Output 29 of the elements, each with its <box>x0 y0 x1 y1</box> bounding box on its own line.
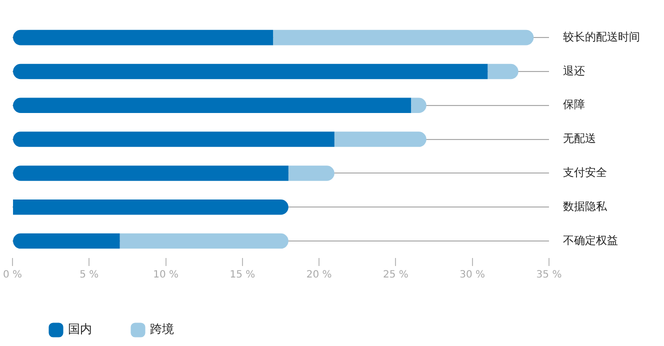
y-tick-label: 退还 <box>563 64 585 78</box>
bar <box>334 132 426 147</box>
bar <box>13 64 488 80</box>
y-tick-label: 支付安全 <box>563 166 607 180</box>
y-tick-label: 无配送 <box>563 132 596 146</box>
x-tick-label: 5 % <box>80 270 99 281</box>
y-tick-label: 不确定权益 <box>563 234 618 247</box>
x-tick-label: 20 % <box>306 270 332 281</box>
bar <box>13 98 412 114</box>
bar <box>13 200 288 215</box>
bar <box>488 64 518 80</box>
bar <box>13 132 334 147</box>
bar <box>273 30 534 46</box>
x-tick-label: 15 % <box>230 270 256 281</box>
legend-label: 跨境 <box>150 322 174 336</box>
x-tick-label: 10 % <box>153 270 179 281</box>
bar <box>120 233 288 249</box>
y-tick-label: 保障 <box>563 98 585 112</box>
bar <box>13 233 120 249</box>
y-tick-label: 数据隐私 <box>563 200 608 213</box>
x-tick-label: 0 % <box>3 270 22 281</box>
legend-label: 国内 <box>68 322 92 336</box>
bar <box>13 30 274 46</box>
x-tick-label: 30 % <box>460 270 486 281</box>
x-tick-label: 35 % <box>536 270 562 281</box>
x-tick-label: 25 % <box>383 270 408 281</box>
bar <box>13 166 288 181</box>
y-tick-label: 较长的配送时间 <box>563 30 640 44</box>
bar <box>288 166 334 181</box>
